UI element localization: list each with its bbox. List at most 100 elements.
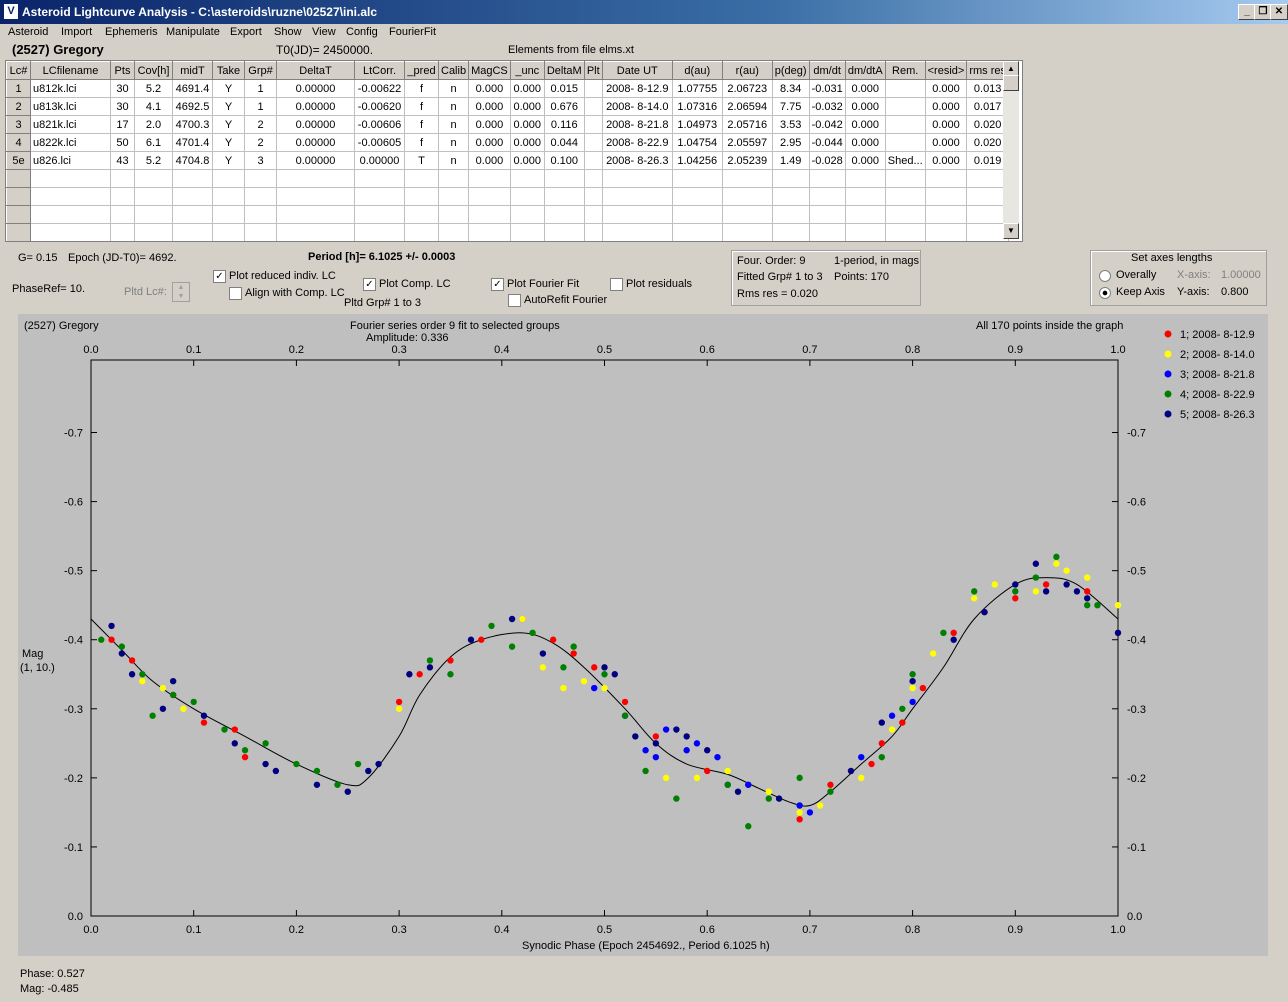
table-cell[interactable] (30, 187, 111, 206)
table-cell[interactable] (244, 169, 277, 188)
table-cell[interactable] (584, 115, 603, 134)
table-cell[interactable] (510, 169, 545, 188)
table-cell[interactable] (244, 187, 277, 206)
column-header[interactable]: Lc# (6, 61, 31, 80)
table-cell[interactable] (544, 205, 585, 224)
yaxis-value[interactable]: 0.800 (1221, 286, 1249, 298)
table-cell[interactable]: 0.000 (925, 133, 968, 152)
empty-table-row[interactable] (6, 223, 1009, 241)
table-cell[interactable]: 50 (110, 133, 135, 152)
table-cell[interactable]: 2 (244, 133, 277, 152)
table-cell[interactable] (584, 97, 603, 116)
table-cell[interactable] (672, 187, 723, 206)
keep-axis-radio[interactable] (1099, 287, 1111, 299)
table-cell[interactable]: 0.000 (925, 97, 968, 116)
table-cell[interactable]: T (404, 151, 439, 170)
table-cell[interactable] (772, 169, 810, 188)
empty-table-row[interactable] (6, 187, 1009, 206)
table-row[interactable]: 1 u812k.lci 30 5.2 4691.4 Y 1 0.00000 -0.00622 f n… (6, 79, 1009, 98)
table-cell[interactable] (925, 187, 968, 206)
table-cell[interactable]: 0.000 (925, 79, 968, 98)
column-header[interactable]: Cov[h] (134, 61, 173, 80)
table-cell[interactable]: 2008- 8-26.3 (602, 151, 673, 170)
table-cell[interactable] (925, 169, 968, 188)
table-cell[interactable] (30, 223, 111, 241)
table-cell[interactable] (172, 187, 213, 206)
menu-ephemeris[interactable]: Ephemeris (105, 26, 158, 38)
table-cell[interactable] (885, 169, 926, 188)
table-cell[interactable] (404, 205, 439, 224)
table-cell[interactable]: 0.000 (845, 133, 886, 152)
table-cell[interactable]: -0.028 (809, 151, 846, 170)
table-cell[interactable] (134, 169, 173, 188)
table-cell[interactable] (438, 223, 470, 241)
table-cell[interactable] (722, 223, 773, 241)
table-cell[interactable]: n (438, 133, 470, 152)
table-cell[interactable]: 2008- 8-21.8 (602, 115, 673, 134)
column-header[interactable]: Grp# (244, 61, 277, 80)
table-cell[interactable] (404, 223, 439, 241)
table-cell[interactable]: 0.020 (966, 115, 1009, 134)
table-cell[interactable] (354, 169, 405, 188)
table-cell[interactable] (584, 169, 603, 188)
table-cell[interactable]: f (404, 133, 439, 152)
column-header[interactable]: dm/dtA (844, 61, 886, 80)
table-cell[interactable]: u813k.lci (30, 97, 111, 116)
table-cell[interactable] (134, 187, 173, 206)
table-cell[interactable]: Y (212, 79, 245, 98)
table-cell[interactable] (544, 187, 585, 206)
table-cell[interactable]: 0.000 (468, 151, 511, 170)
table-cell[interactable] (809, 223, 846, 241)
table-cell[interactable] (885, 205, 926, 224)
table-cell[interactable]: u826.lci (30, 151, 111, 170)
empty-table-row[interactable] (6, 169, 1009, 188)
table-cell[interactable] (212, 205, 245, 224)
table-cell[interactable]: 0.000 (510, 79, 545, 98)
table-cell[interactable]: 2008- 8-22.9 (602, 133, 673, 152)
column-header[interactable]: p(deg) (771, 61, 810, 80)
table-cell[interactable]: 2008- 8-12.9 (602, 79, 673, 98)
table-cell[interactable]: 2.06723 (722, 79, 773, 98)
table-cell[interactable]: 6.1 (134, 133, 173, 152)
column-header[interactable]: LCfilename (30, 61, 111, 80)
menu-export[interactable]: Export (230, 26, 262, 38)
table-cell[interactable]: n (438, 97, 470, 116)
table-cell[interactable] (468, 223, 511, 241)
table-cell[interactable] (584, 151, 603, 170)
table-cell[interactable]: 3.53 (772, 115, 810, 134)
table-cell[interactable]: 0.00000 (276, 151, 355, 170)
table-cell[interactable]: f (404, 79, 439, 98)
table-cell[interactable]: Y (212, 133, 245, 152)
table-cell[interactable] (885, 187, 926, 206)
table-row[interactable]: 2 u813k.lci 30 4.1 4692.5 Y 1 0.00000 -0.00620 f n… (6, 97, 1009, 116)
table-cell[interactable]: Shed... (885, 151, 926, 170)
table-cell[interactable]: 0.000 (510, 97, 545, 116)
table-row[interactable]: 3 u821k.lci 17 2.0 4700.3 Y 2 0.00000 -0.00606 f n… (6, 115, 1009, 134)
table-cell[interactable] (354, 187, 405, 206)
table-cell[interactable]: 0.019 (966, 151, 1009, 170)
table-cell[interactable] (172, 223, 213, 241)
restore-icon[interactable]: ❐ (1254, 4, 1272, 20)
table-cell[interactable]: 0.676 (544, 97, 585, 116)
table-cell[interactable] (809, 205, 846, 224)
table-cell[interactable]: 2.0 (134, 115, 173, 134)
table-cell[interactable] (404, 169, 439, 188)
scroll-up-icon[interactable]: ▲ (1003, 61, 1019, 77)
table-cell[interactable]: 4704.8 (172, 151, 213, 170)
xaxis-value[interactable]: 1.00000 (1221, 269, 1261, 281)
plot-comp-checkbox[interactable]: ✓ (363, 278, 376, 291)
table-cell[interactable]: n (438, 151, 470, 170)
table-cell[interactable]: 2 (244, 115, 277, 134)
table-cell[interactable]: -0.032 (809, 97, 846, 116)
table-cell[interactable]: 0.000 (925, 115, 968, 134)
table-cell[interactable] (885, 97, 926, 116)
column-header[interactable]: DeltaM (543, 61, 585, 80)
column-header[interactable]: rms res (966, 61, 1009, 80)
table-cell[interactable]: 1.49 (772, 151, 810, 170)
plot-reduced-checkbox[interactable]: ✓ (213, 270, 226, 283)
table-cell[interactable] (172, 169, 213, 188)
table-cell[interactable]: Y (212, 115, 245, 134)
table-cell[interactable]: 0.00000 (276, 133, 355, 152)
column-header[interactable]: Calib (437, 61, 470, 80)
